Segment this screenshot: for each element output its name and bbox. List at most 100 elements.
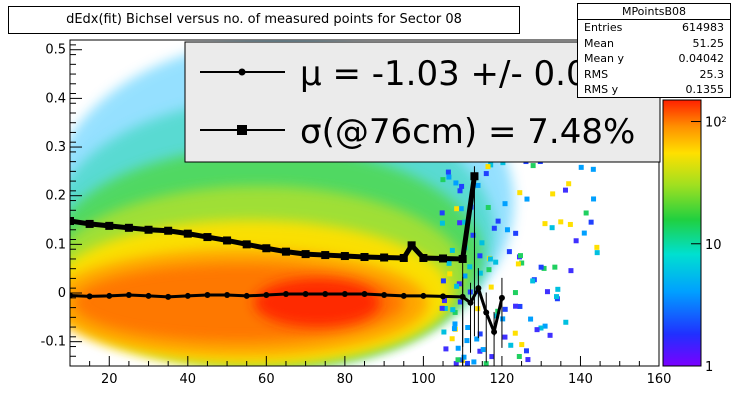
x-tick-label: 80 — [337, 372, 354, 387]
legend: μ = -1.03 +/- 0.02 %σ(@76cm) = 7.48% — [184, 41, 661, 163]
data-point-mu — [263, 291, 270, 298]
heat-cell — [488, 284, 494, 290]
heat-cell — [464, 338, 470, 344]
heat-cell — [547, 332, 553, 338]
heat-cell — [488, 162, 494, 168]
heat-cell — [446, 260, 452, 266]
data-point-mu — [243, 292, 250, 299]
stats-box: MPointsB08 Entries 614983 Mean 51.25 Mean y 0… — [577, 3, 731, 98]
colorbar-tick-label: 10² — [705, 116, 727, 131]
data-point-sigma — [203, 233, 212, 242]
data-point-mu — [125, 291, 132, 298]
heat-cell — [516, 353, 522, 359]
heat-cell — [519, 342, 525, 348]
heat-cell — [550, 191, 556, 197]
legend-symbol: μ — [300, 54, 322, 94]
heat-cell — [461, 354, 467, 360]
data-point-sigma — [439, 254, 448, 263]
heat-cell — [513, 303, 519, 309]
stats-label: Entries — [584, 21, 623, 34]
heat-cell — [454, 283, 460, 289]
data-point-mu — [491, 328, 498, 335]
heat-cell — [515, 261, 521, 267]
heat-cell — [462, 273, 468, 279]
stats-row: Mean y 0.04042 — [578, 51, 730, 67]
heat-cell — [555, 286, 561, 292]
heat-cell — [591, 196, 597, 202]
heat-cell — [458, 206, 464, 212]
stats-value: 0.1355 — [685, 83, 725, 96]
heat-cell — [446, 174, 452, 180]
heat-cell — [445, 169, 451, 175]
heat-cell — [479, 240, 485, 246]
data-point-sigma — [360, 253, 369, 262]
heat-cell — [439, 220, 445, 226]
heat-cell — [485, 164, 491, 170]
heat-cell — [439, 305, 445, 311]
data-point-mu — [165, 293, 172, 300]
data-point-mu — [361, 290, 368, 297]
heat-cell — [563, 319, 569, 325]
heat-cell — [495, 218, 501, 224]
heat-blob — [254, 278, 381, 328]
heat-cell — [504, 227, 510, 233]
heat-cell — [459, 183, 465, 189]
data-point-mu — [322, 290, 329, 297]
heat-cell — [506, 249, 512, 255]
heat-cell — [590, 166, 596, 172]
data-point-sigma — [407, 241, 416, 250]
heat-cell — [475, 182, 481, 188]
heat-cell — [467, 264, 473, 270]
heat-cell — [517, 253, 523, 259]
heat-cell — [454, 206, 460, 212]
y-tick-label: 0.3 — [45, 140, 66, 155]
heat-cell — [594, 250, 600, 256]
heat-cell — [457, 220, 463, 226]
x-tick-label: 40 — [180, 372, 197, 387]
heat-cell — [583, 210, 589, 216]
heat-cell — [439, 210, 445, 216]
heat-cell — [519, 260, 525, 266]
heat-cell — [449, 336, 455, 342]
x-tick-label: 160 — [647, 372, 672, 387]
heat-cell — [449, 247, 455, 253]
heat-cell — [456, 281, 462, 287]
data-point-sigma — [242, 240, 251, 249]
heat-cell — [530, 278, 536, 284]
heat-cell — [523, 348, 529, 354]
data-point-mu — [420, 292, 427, 299]
data-point-sigma — [164, 226, 173, 235]
heat-cell — [554, 294, 560, 300]
heat-cell — [440, 278, 446, 284]
heat-cell — [477, 331, 483, 337]
y-tick-label: 0 — [58, 286, 66, 301]
y-tick-label: -0.1 — [41, 335, 66, 350]
data-point-sigma — [281, 247, 290, 256]
heat-cell — [566, 181, 572, 187]
heat-cell — [562, 187, 568, 193]
heat-cell — [477, 253, 483, 259]
x-tick-label: 120 — [490, 372, 515, 387]
heat-cell — [594, 244, 600, 250]
heat-cell — [486, 267, 492, 273]
data-point-mu — [341, 290, 348, 297]
x-tick-label: 20 — [101, 372, 118, 387]
heat-cell — [465, 325, 471, 331]
data-point-sigma — [85, 219, 94, 228]
heat-cell — [447, 271, 453, 277]
heat-cell — [483, 361, 489, 366]
stats-title: MPointsB08 — [578, 4, 730, 20]
data-point-sigma — [124, 223, 133, 232]
heat-cell — [457, 188, 463, 194]
data-point-mu — [224, 291, 231, 298]
heat-cell — [487, 256, 493, 262]
x-tick-label: 140 — [568, 372, 593, 387]
data-point-sigma — [105, 221, 114, 230]
data-point-sigma — [70, 217, 74, 226]
y-tick-label: 0.1 — [45, 237, 66, 252]
heat-cell — [573, 238, 579, 244]
heat-cell — [542, 221, 548, 227]
heat-cell — [453, 180, 459, 186]
heat-cell — [462, 219, 468, 225]
